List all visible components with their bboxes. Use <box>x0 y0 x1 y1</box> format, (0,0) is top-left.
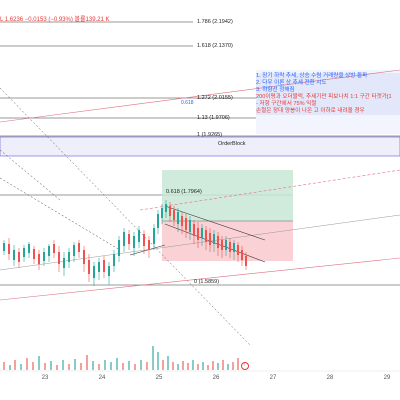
volume-bars <box>3 346 239 370</box>
order-block-zone <box>0 136 400 157</box>
candle <box>181 212 183 234</box>
candles <box>3 200 247 286</box>
candle <box>13 245 15 266</box>
ascending-red-line <box>0 69 400 123</box>
fib-label-1: 1 (1.9265) <box>197 132 223 138</box>
note-line: - 저항 구간에서 75% 익절 <box>256 101 317 107</box>
profit-zone <box>162 170 293 221</box>
fib-label-0: 0 (1.5859) <box>194 279 220 285</box>
note-line: 2. 다우 이론 상 추세 전환 시도 <box>256 80 327 86</box>
candle <box>108 262 110 285</box>
candle <box>221 236 223 258</box>
candle <box>23 245 25 262</box>
candle <box>148 236 150 258</box>
alert-glyph: ↑ <box>243 362 246 368</box>
x-label-23: 23 <box>41 375 49 381</box>
candle <box>73 242 75 262</box>
candle <box>128 230 130 250</box>
fib-label-0618: 0.618 (1.7964) <box>166 189 202 195</box>
candle <box>217 232 219 256</box>
candle <box>38 250 40 270</box>
candle <box>123 228 125 252</box>
x-label-25: 25 <box>155 375 163 381</box>
candle <box>48 244 50 262</box>
candle <box>3 240 5 255</box>
candle <box>177 208 179 232</box>
candle <box>143 230 145 254</box>
support-red-line <box>0 257 400 301</box>
alert-icon[interactable]: ↑ <box>241 362 249 370</box>
note-line: 손절은 장대 양봉이 나온 고 이하로 내려올 경우 <box>256 108 365 114</box>
fib-label-1272: 1.272 (2.0155) <box>197 95 233 101</box>
candle <box>103 256 105 278</box>
candle <box>118 236 120 262</box>
candle <box>58 246 60 272</box>
candle <box>138 226 140 248</box>
note-line: 1. 장기 하락 추세, 상승 수렴 거래량을 상방 돌파 <box>256 73 368 79</box>
candle <box>78 240 80 258</box>
lower-gray-line <box>0 214 400 271</box>
candle <box>193 220 195 244</box>
candle <box>205 226 207 250</box>
candle <box>33 246 35 264</box>
fib-0618-marker: 0.618 <box>181 100 194 106</box>
fib-label-1618: 1.618 (2.1370) <box>197 43 233 49</box>
candle <box>43 248 45 266</box>
candle <box>63 252 65 276</box>
x-label-26: 26 <box>212 375 220 381</box>
x-label-28: 28 <box>326 375 334 381</box>
candle <box>165 200 167 218</box>
candle <box>201 224 203 246</box>
candle <box>83 246 85 272</box>
candle <box>113 250 115 272</box>
candle <box>241 246 243 266</box>
loss-zone <box>162 221 293 261</box>
candle <box>161 204 163 224</box>
candle <box>88 254 90 282</box>
ohlc-text: L 1.6236 −0.0153 (−0.93%) 볼률139.21 K <box>0 17 110 23</box>
candle <box>8 238 10 260</box>
candle <box>68 248 70 268</box>
candle <box>185 214 187 238</box>
candle <box>169 202 171 222</box>
candle <box>18 248 20 268</box>
left-diagonal-2 <box>0 149 61 201</box>
candle <box>153 224 155 250</box>
candle <box>229 238 231 258</box>
candle <box>98 258 100 280</box>
note-box <box>256 70 400 134</box>
left-diagonal-1 <box>0 177 121 251</box>
x-label-24: 24 <box>98 375 106 381</box>
candle <box>237 242 239 262</box>
rising-dashed-line <box>139 169 400 211</box>
candle <box>245 252 247 270</box>
candle <box>197 222 199 248</box>
candle <box>233 240 235 260</box>
fib-label-113: 1.13 (1.9706) <box>197 115 230 121</box>
candle <box>213 230 215 252</box>
ohlc-readout: L 1.6236 −0.0153 (−0.93%) 볼률139.21 K <box>0 14 110 23</box>
fib-label-1786: 1.786 (2.1942) <box>197 19 233 25</box>
candle <box>173 206 175 226</box>
x-label-29: 29 <box>383 375 391 381</box>
analysis-note[interactable]: 1. 장기 하락 추세, 상승 수렴 거래량을 상방 돌파 2. 다우 이론 상… <box>256 73 400 115</box>
note-line: 3. 하향선 정해짐 <box>256 87 295 93</box>
x-label-27: 27 <box>269 375 277 381</box>
candle <box>209 228 211 252</box>
candle <box>189 216 191 240</box>
candle <box>53 240 55 258</box>
candle <box>157 210 159 234</box>
channel-upper <box>164 205 266 241</box>
candle <box>133 232 135 256</box>
order-block-label: OrderBlock <box>218 141 246 147</box>
candle <box>225 236 227 256</box>
channel-mid <box>129 244 166 256</box>
candle <box>93 262 95 286</box>
candle <box>28 242 30 258</box>
note-line: 200이평과 오더블럭, 추세기만 피보나치 1:1 구간 타겟가[1 <box>256 94 392 100</box>
